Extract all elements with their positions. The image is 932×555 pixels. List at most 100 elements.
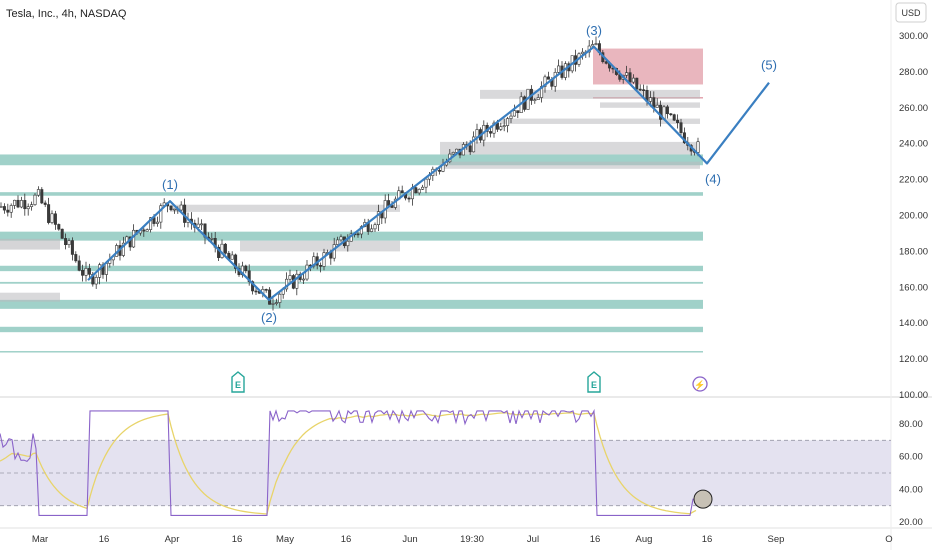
- candle: [53, 213, 57, 225]
- candle: [648, 97, 652, 102]
- candle: [652, 97, 656, 108]
- candle: [16, 199, 20, 208]
- candle: [70, 240, 74, 255]
- candle: [67, 240, 71, 246]
- candle: [594, 43, 598, 45]
- candle: [9, 205, 13, 213]
- consolidation-zone: [440, 161, 700, 169]
- price-tick-label: 180.00: [899, 246, 928, 257]
- demand-zone: [0, 154, 703, 166]
- candle: [295, 273, 299, 289]
- candle: [196, 223, 200, 228]
- demand-zone: [0, 265, 703, 272]
- demand-zone: [0, 192, 703, 196]
- price-tick-label: 200.00: [899, 211, 928, 222]
- candle: [84, 268, 88, 276]
- candle: [278, 293, 282, 303]
- lightning-icon-ring: [692, 376, 708, 392]
- time-tick-label: Jul: [527, 534, 539, 545]
- candle: [268, 289, 272, 305]
- candle: [149, 217, 153, 230]
- candle: [546, 76, 550, 80]
- candle: [159, 205, 163, 223]
- consolidation-zone: [500, 118, 700, 124]
- elliott-wave-layer: (1) (2) (3) (4) (5): [87, 23, 777, 325]
- candle: [64, 238, 68, 246]
- events-layer: E E ⚡: [231, 371, 708, 393]
- candle: [274, 302, 278, 304]
- axes-layer: 300.00 280.00 260.00 240.00 220.00 200.00 180.…: [32, 31, 928, 545]
- candle: [336, 239, 340, 245]
- rsi-moving-average: [0, 412, 697, 515]
- earnings-icon[interactable]: E: [231, 371, 245, 393]
- candle: [417, 188, 421, 194]
- candle: [230, 254, 234, 260]
- candle: [77, 260, 81, 271]
- time-tick-label: O: [885, 534, 892, 545]
- time-tick-label: Apr: [165, 534, 180, 545]
- candle: [468, 145, 472, 153]
- candle: [155, 221, 159, 224]
- time-tick-label: 16: [702, 534, 713, 545]
- rsi-pane: 80.00 60.00 40.00 20.00: [0, 408, 923, 528]
- price-tick-label: 100.00: [899, 390, 928, 401]
- candle: [121, 242, 125, 256]
- candle: [339, 236, 343, 241]
- candle: [424, 178, 428, 188]
- rsi-tick-label: 20.00: [899, 517, 923, 528]
- candle: [414, 187, 418, 194]
- candle: [43, 202, 47, 205]
- price-tick-label: 120.00: [899, 354, 928, 365]
- consolidation-zone: [170, 204, 400, 212]
- candle: [244, 265, 248, 272]
- candle: [217, 246, 221, 258]
- candle: [254, 290, 258, 293]
- demand-zone: [0, 299, 703, 309]
- candle: [288, 275, 292, 280]
- price-tick-label: 280.00: [899, 67, 928, 78]
- candle: [33, 194, 37, 205]
- rsi-tick-label: 80.00: [899, 419, 923, 430]
- candle: [87, 268, 91, 275]
- candle: [628, 72, 632, 83]
- rsi-highlight-circle: [693, 489, 713, 509]
- candle: [625, 72, 629, 76]
- consolidation-zone: [240, 240, 400, 252]
- time-tick-label: 19:30: [460, 534, 484, 545]
- candle: [264, 289, 268, 291]
- candle: [665, 106, 669, 115]
- consolidation-zone: [0, 238, 60, 250]
- candle: [543, 76, 547, 87]
- candle: [407, 197, 411, 200]
- currency-button[interactable]: USD: [895, 2, 927, 23]
- candle: [506, 118, 510, 126]
- candle: [40, 189, 44, 204]
- candle: [512, 110, 516, 117]
- time-tick-label: May: [276, 534, 294, 545]
- supply-zone: [593, 48, 703, 85]
- candle: [50, 213, 54, 223]
- earnings-icon[interactable]: E: [587, 371, 601, 393]
- elliott-wave-line: [87, 45, 770, 301]
- candle: [319, 264, 323, 267]
- consolidation-zone: [480, 89, 700, 99]
- candle: [553, 72, 557, 87]
- rsi-tick-label: 40.00: [899, 484, 923, 495]
- candle: [36, 189, 40, 196]
- candle: [200, 223, 204, 226]
- candle: [172, 208, 176, 211]
- candle: [655, 104, 659, 108]
- lightning-icon-glyph: ⚡: [694, 379, 705, 391]
- candle: [580, 51, 584, 55]
- price-tick-label: 140.00: [899, 318, 928, 329]
- candle: [210, 238, 214, 240]
- time-tick-label: 16: [341, 534, 352, 545]
- candle: [26, 206, 30, 210]
- candle: [57, 224, 61, 230]
- lightning-icon[interactable]: ⚡: [692, 376, 708, 392]
- candle: [557, 65, 561, 73]
- time-tick-label: Aug: [636, 534, 653, 545]
- candle: [145, 229, 149, 232]
- candle: [472, 136, 476, 153]
